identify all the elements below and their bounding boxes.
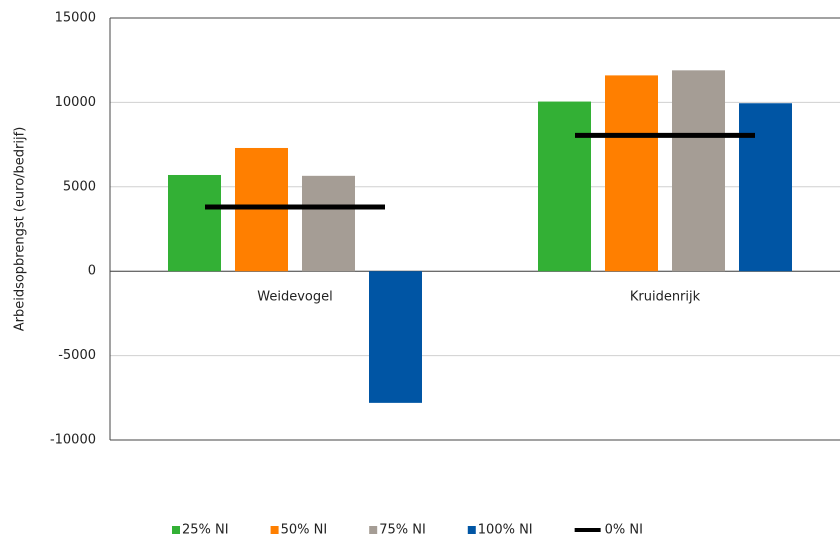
y-tick-label: 5000 <box>63 179 96 194</box>
y-axis-label: Arbeidsopbrengst (euro/bedrijf) <box>13 127 28 332</box>
bar <box>538 101 591 272</box>
bar <box>672 70 725 272</box>
y-tick-label: 0 <box>88 264 96 279</box>
legend-label: 100% NI <box>478 523 533 538</box>
bar <box>369 271 422 403</box>
bar <box>235 147 288 272</box>
legend-marker <box>467 526 476 534</box>
y-tick-label: 15000 <box>55 11 96 26</box>
x-tick-label: Weidevogel <box>257 290 332 305</box>
y-tick-label: -10000 <box>50 433 96 448</box>
legend-marker <box>270 526 279 534</box>
bar <box>168 174 221 272</box>
legend-label: 0% NI <box>605 523 643 538</box>
y-tick-label: -5000 <box>58 348 96 363</box>
legend-marker <box>172 526 180 534</box>
bar <box>605 75 658 272</box>
x-tick-label: Kruidenrijk <box>630 290 701 305</box>
bar <box>302 175 355 272</box>
legend-label: 25% NI <box>182 523 229 538</box>
legend-label: 50% NI <box>281 523 328 538</box>
bar <box>739 103 792 272</box>
legend-label: 75% NI <box>379 523 426 538</box>
legend-marker <box>369 526 378 534</box>
y-tick-label: 10000 <box>55 95 96 110</box>
